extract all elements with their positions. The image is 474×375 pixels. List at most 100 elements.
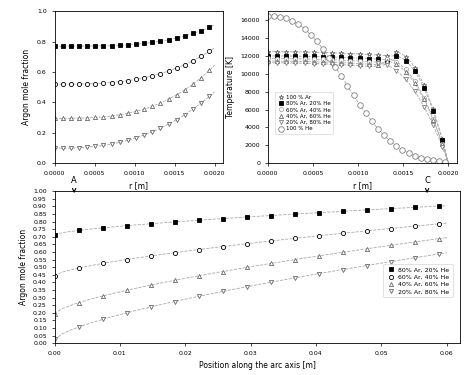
X-axis label: r [m]: r [m] [353, 182, 372, 190]
40% Ar, 60% He [244, 265, 249, 270]
80% Ar, 20% He [364, 208, 370, 212]
40% Ar, 60% He [301, 59, 307, 64]
80% Ar, 20% He [292, 212, 298, 216]
60% Ar, 40% He [375, 60, 381, 64]
20% Ar, 80% He [124, 310, 129, 315]
80% Ar, 20% He [384, 57, 390, 62]
60% Ar, 40% He [329, 57, 335, 62]
40% Ar, 60% He [338, 60, 344, 65]
100 % Ar [265, 50, 271, 54]
40% Ar, 60% He [292, 59, 298, 63]
60% Ar, 40% He [124, 257, 129, 262]
40% Ar, 60% He [366, 62, 372, 66]
60% Ar, 40% He [220, 244, 226, 249]
100 % Ar [283, 50, 289, 54]
80% Ar, 20% He [436, 204, 442, 209]
Line: 20% Ar, 80% He: 20% Ar, 80% He [53, 252, 441, 341]
80% Ar, 20% He [320, 54, 326, 59]
Line: 60% Ar, 40% He: 60% Ar, 40% He [53, 222, 441, 278]
100 % Ar [412, 65, 418, 70]
100 % He [430, 158, 436, 163]
60% Ar, 40% He [403, 67, 409, 72]
40% Ar, 60% He [283, 59, 289, 63]
40% Ar, 60% He [265, 59, 271, 63]
Legend: 100 % Ar, 80% Ar, 20% He, 60% Ar, 40% He, 40% Ar, 60% He, 20% Ar, 80% He, 100 % : 100 % Ar, 80% Ar, 20% He, 60% Ar, 40% He… [274, 92, 333, 134]
100 % He [351, 93, 356, 98]
Line: 60% Ar, 40% He: 60% Ar, 40% He [266, 56, 444, 146]
Legend: 80% Ar, 20% He, 60% Ar, 40% He, 40% Ar, 60% He, 20% Ar, 80% He: 80% Ar, 20% He, 60% Ar, 40% He, 40% Ar, … [383, 264, 453, 297]
20% Ar, 80% He [412, 89, 418, 94]
80% Ar, 20% He [338, 55, 344, 60]
100 % He [363, 111, 369, 116]
20% Ar, 80% He [430, 123, 436, 128]
100 % He [369, 119, 375, 124]
60% Ar, 40% He [338, 58, 344, 62]
40% Ar, 60% He [76, 300, 82, 305]
20% Ar, 80% He [347, 63, 353, 68]
80% Ar, 20% He [329, 55, 335, 59]
80% Ar, 20% He [357, 56, 363, 60]
60% Ar, 40% He [388, 226, 393, 231]
100 % Ar [393, 50, 399, 54]
20% Ar, 80% He [283, 61, 289, 65]
100 % He [400, 148, 405, 152]
60% Ar, 40% He [292, 57, 298, 61]
80% Ar, 20% He [148, 222, 154, 226]
80% Ar, 20% He [439, 138, 445, 142]
40% Ar, 60% He [292, 257, 298, 262]
40% Ar, 60% He [172, 278, 177, 283]
20% Ar, 80% He [76, 325, 82, 329]
Y-axis label: Temperature [K]: Temperature [K] [226, 56, 235, 118]
20% Ar, 80% He [375, 61, 381, 65]
80% Ar, 20% He [172, 220, 177, 224]
40% Ar, 60% He [196, 274, 201, 278]
20% Ar, 80% He [301, 61, 307, 66]
100 % Ar [329, 51, 335, 55]
40% Ar, 60% He [384, 59, 390, 63]
100 % Ar [366, 52, 372, 57]
100 % He [357, 102, 363, 107]
100 % He [296, 22, 301, 27]
100 % Ar [403, 54, 409, 59]
Line: 40% Ar, 60% He: 40% Ar, 60% He [266, 59, 444, 146]
Line: 20% Ar, 80% He: 20% Ar, 80% He [266, 61, 444, 149]
100 % He [381, 133, 387, 138]
100 % He [437, 159, 442, 164]
100 % Ar [301, 50, 307, 54]
40% Ar, 60% He [320, 60, 326, 64]
X-axis label: Position along the arc axis [m]: Position along the arc axis [m] [199, 362, 316, 370]
40% Ar, 60% He [430, 117, 436, 122]
40% Ar, 60% He [340, 250, 346, 255]
40% Ar, 60% He [393, 62, 399, 66]
20% Ar, 80% He [220, 289, 226, 294]
20% Ar, 80% He [403, 77, 409, 82]
60% Ar, 40% He [384, 56, 390, 61]
80% Ar, 20% He [421, 86, 427, 90]
20% Ar, 80% He [439, 145, 445, 149]
Y-axis label: Argon mole fraction: Argon mole fraction [22, 49, 31, 125]
100 % He [442, 160, 448, 164]
80% Ar, 20% He [220, 216, 226, 221]
100 % He [418, 156, 424, 160]
80% Ar, 20% He [340, 209, 346, 213]
60% Ar, 40% He [274, 56, 280, 61]
100 % He [345, 84, 350, 88]
20% Ar, 80% He [340, 267, 346, 272]
40% Ar, 60% He [52, 311, 57, 316]
40% Ar, 60% He [316, 254, 321, 258]
40% Ar, 60% He [375, 62, 381, 67]
40% Ar, 60% He [220, 269, 226, 274]
20% Ar, 80% He [274, 60, 280, 65]
60% Ar, 40% He [412, 224, 418, 228]
80% Ar, 20% He [265, 54, 271, 58]
100 % He [412, 153, 418, 158]
80% Ar, 20% He [412, 69, 418, 74]
80% Ar, 20% He [393, 54, 399, 58]
Y-axis label: Argon mole fraction: Argon mole fraction [18, 229, 27, 305]
100 % Ar [375, 53, 381, 57]
20% Ar, 80% He [148, 305, 154, 309]
40% Ar, 60% He [403, 69, 409, 74]
40% Ar, 60% He [388, 243, 393, 248]
60% Ar, 40% He [421, 96, 427, 100]
100 % He [326, 56, 332, 60]
